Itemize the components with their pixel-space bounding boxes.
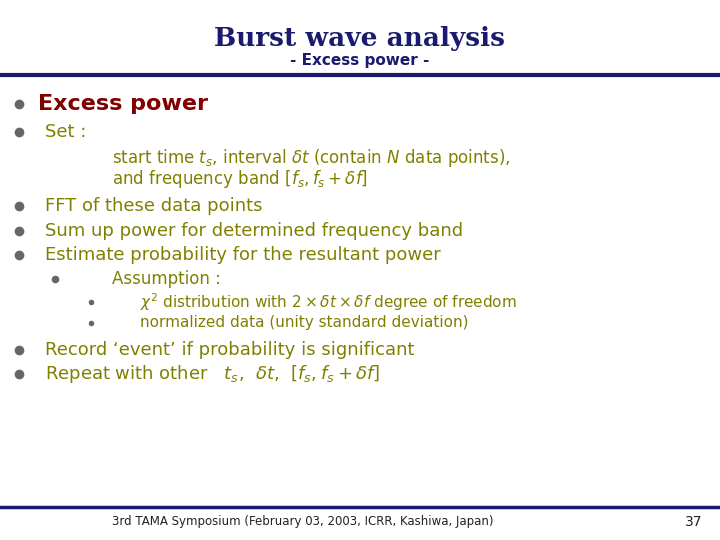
Text: Estimate probability for the resultant power: Estimate probability for the resultant p… [45, 246, 441, 264]
Text: FFT of these data points: FFT of these data points [45, 197, 262, 215]
Text: start time $t_s$, interval $\delta t$ (contain $N$ data points),: start time $t_s$, interval $\delta t$ (c… [112, 147, 510, 168]
Text: 3rd TAMA Symposium (February 03, 2003, ICRR, Kashiwa, Japan): 3rd TAMA Symposium (February 03, 2003, I… [112, 515, 493, 528]
Text: Sum up power for determined frequency band: Sum up power for determined frequency ba… [45, 222, 463, 240]
Text: $\chi^2$ distribution with $2 \times \delta t \times \delta f$ degree of freedom: $\chi^2$ distribution with $2 \times \de… [140, 291, 517, 313]
Text: normalized data (unity standard deviation): normalized data (unity standard deviatio… [140, 315, 469, 330]
Text: Excess power: Excess power [38, 93, 208, 114]
Text: Burst wave analysis: Burst wave analysis [215, 26, 505, 51]
Text: Record ‘event’ if probability is significant: Record ‘event’ if probability is signifi… [45, 341, 414, 359]
Text: 37: 37 [685, 515, 702, 529]
Text: Set :: Set : [45, 123, 86, 141]
Text: Assumption :: Assumption : [112, 269, 220, 288]
Text: and frequency band $[f_s, f_s + \delta f]$: and frequency band $[f_s, f_s + \delta f… [112, 168, 368, 190]
Text: Repeat with other   $t_s$,  $\delta t$,  $[f_s, f_s + \delta f]$: Repeat with other $t_s$, $\delta t$, $[f… [45, 363, 380, 384]
Text: - Excess power -: - Excess power - [290, 53, 430, 68]
